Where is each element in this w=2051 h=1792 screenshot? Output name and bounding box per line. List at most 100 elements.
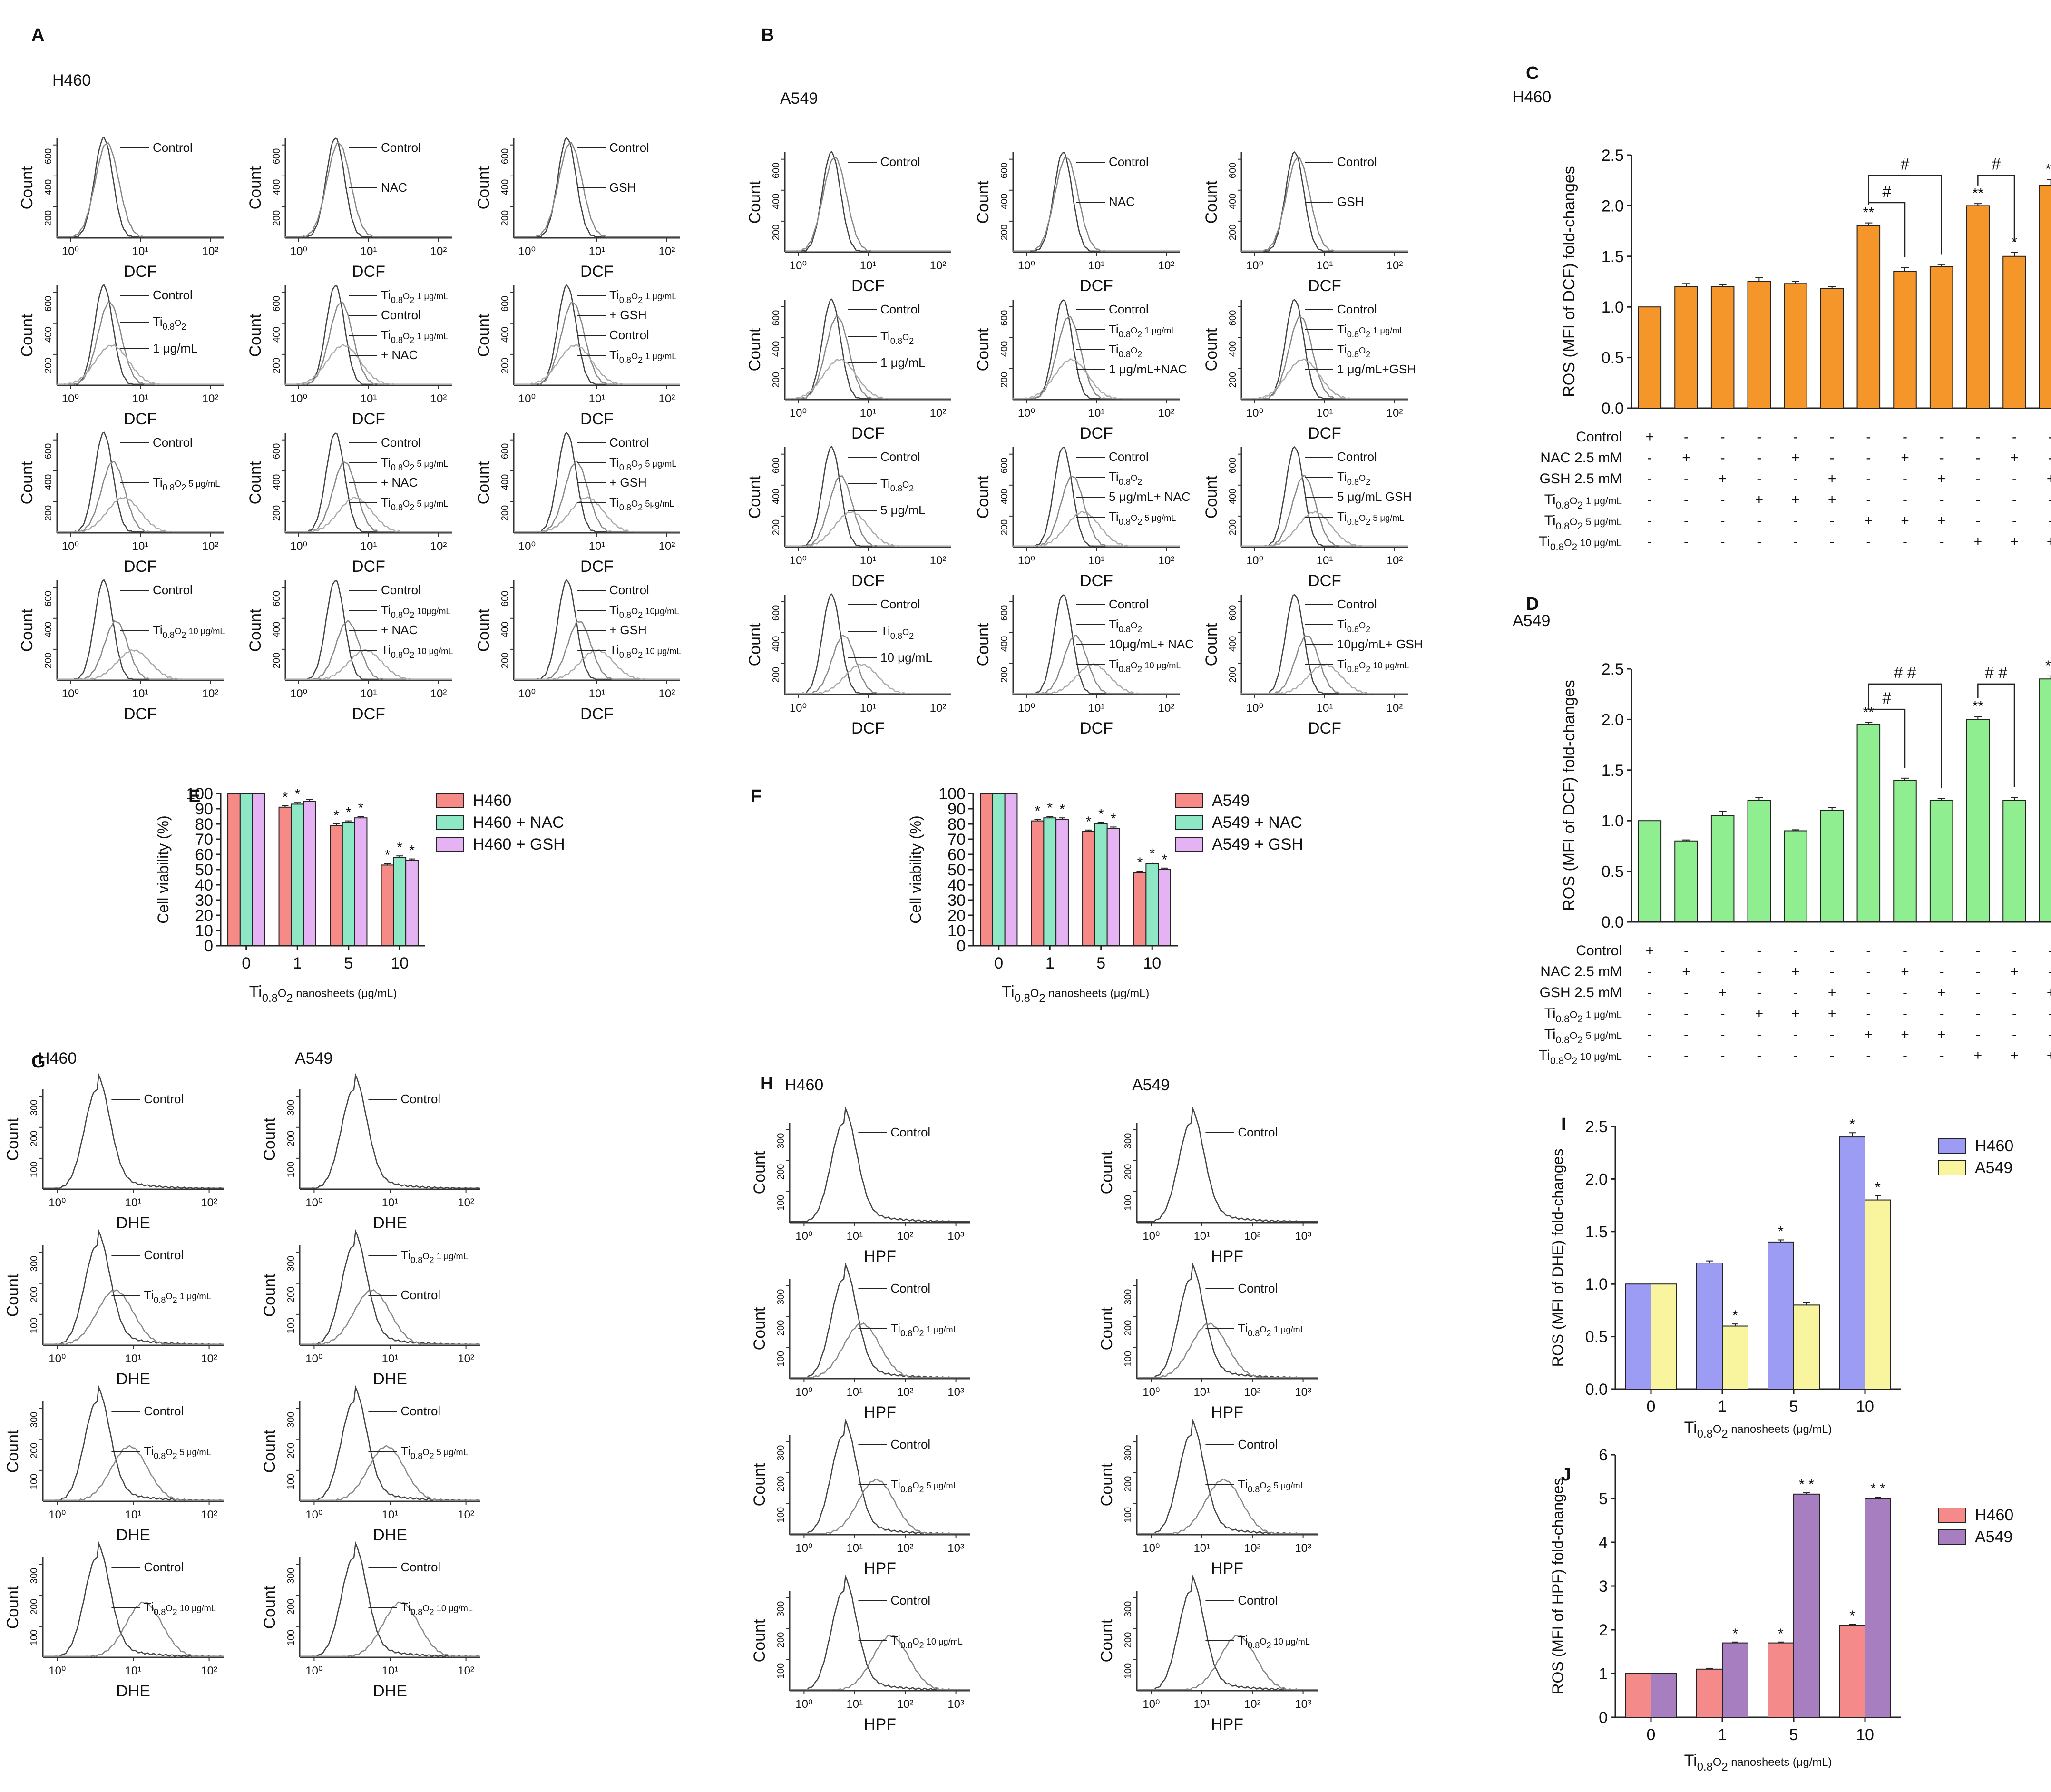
histogram: 100 200 300 10⁰ 10¹ 10² Count DHE Control Ti0.8O2…: [4, 1541, 224, 1700]
curve-label: Ti0.8O2 5 μg/mL: [1109, 509, 1176, 527]
significance-mark: *: [1059, 802, 1065, 817]
treatment-sign: -: [1903, 985, 1907, 1000]
treatment-sign: -: [2012, 492, 2017, 508]
x-tick-label: 10¹: [1317, 259, 1333, 272]
y-tick-label: 400: [43, 179, 54, 195]
x-tick-label: 10²: [1244, 1386, 1261, 1399]
x-tick-label: 10²: [659, 392, 675, 405]
y-axis-label: Count: [974, 180, 992, 224]
text-run: 0.8: [1248, 1329, 1260, 1338]
text-run: 0.8: [1347, 350, 1359, 359]
significance-mark: *: [1778, 1224, 1784, 1239]
x-tick-label: 10⁰: [290, 392, 307, 405]
x-tick-label: 10²: [430, 245, 447, 258]
x-tick-label: 1: [1718, 1726, 1727, 1744]
y-tick-label: 200: [29, 1287, 39, 1302]
curve-label: Control: [1238, 1281, 1278, 1295]
bar: [1747, 281, 1771, 409]
x-tick-label: 10¹: [132, 245, 149, 258]
treatment-label: NAC 2.5 mM: [1540, 450, 1622, 466]
bar: [1031, 820, 1045, 946]
treatment-sign: +: [1937, 1027, 1946, 1042]
treatment-sign: -: [1975, 471, 1980, 487]
text-run: Ti: [1238, 1321, 1248, 1335]
y-tick-label: 100: [29, 1630, 39, 1645]
y-axis-label: Count: [746, 328, 764, 371]
x-tick-label: 10¹: [1193, 1230, 1210, 1243]
x-axis-label: HPF: [864, 1715, 896, 1733]
y-tick-label: 100: [1123, 1507, 1133, 1523]
curve-label: Control: [1238, 1125, 1278, 1139]
y-tick-label: 1.5: [1602, 248, 1624, 266]
curve-label: Control: [1109, 155, 1149, 169]
treatment-sign: +: [1682, 450, 1690, 466]
bar: [252, 793, 265, 946]
treatment-sign: -: [2049, 450, 2051, 466]
bar: [1966, 205, 1990, 409]
text-run: O: [1131, 326, 1137, 335]
x-tick-label: 10⁰: [1143, 1230, 1160, 1243]
legend-label: A549 + GSH: [1212, 835, 1303, 853]
legend-label: H460: [1975, 1506, 2013, 1524]
y-tick-label: 300: [776, 1445, 786, 1461]
significance-mark: *: [346, 805, 352, 821]
curve-label: Control: [1109, 450, 1149, 464]
curve-label: Ti0.8O2: [880, 476, 914, 493]
text-run: O: [631, 459, 638, 469]
y-axis-label: Count: [4, 1117, 22, 1161]
x-tick-label: 10¹: [382, 1352, 399, 1365]
text-run: 2: [638, 295, 643, 305]
y-tick-label: 0.5: [1602, 863, 1624, 881]
curve-label: Ti0.8O2 10 μg/mL: [1238, 1633, 1310, 1650]
y-tick-label: 600: [771, 310, 781, 326]
y-tick-label: 300: [776, 1133, 786, 1149]
text-run: 0.8: [619, 650, 631, 660]
legend-swatch: [1175, 793, 1203, 808]
treatment-sign: -: [1647, 513, 1652, 529]
y-tick-label: 1.5: [1585, 1223, 1608, 1241]
text-run: 0.8: [1119, 350, 1131, 359]
text-run: 1 μg/mL: [1142, 326, 1176, 335]
treatment-sign: +: [2047, 985, 2051, 1000]
y-axis-label: Count: [475, 608, 493, 652]
text-run: 0.8: [1119, 665, 1131, 674]
bar: [1625, 1283, 1651, 1390]
text-run: O: [631, 352, 638, 361]
treatment-label: Ti0.8O2 1 μg/mL: [1544, 1006, 1622, 1025]
text-run: 2: [410, 295, 414, 305]
treatment-sign: -: [1684, 985, 1689, 1000]
histogram-curve: [1013, 156, 1180, 252]
y-tick-label: 200: [286, 1599, 296, 1615]
treatment-sign: -: [2012, 429, 2017, 445]
x-tick-label: 10²: [897, 1386, 914, 1399]
treatment-sign: +: [1719, 985, 1727, 1000]
treatment-label: Ti0.8O2 5 μg/mL: [1544, 513, 1622, 532]
histogram: 200 400 600 10⁰ 10¹ 10² Count DCF Control Ti0.8O2…: [746, 593, 951, 737]
y-tick-label: 400: [771, 489, 781, 504]
y-tick-label: 300: [286, 1412, 296, 1428]
x-tick-label: 10²: [430, 540, 447, 553]
x-tick-label: 10⁰: [1246, 702, 1263, 715]
treatment-sign: -: [1866, 964, 1871, 979]
treatment-sign: +: [1828, 492, 1836, 508]
y-axis-label: Count: [18, 313, 36, 357]
x-tick-label: 10¹: [860, 702, 877, 715]
significance-mark: *: [1149, 846, 1155, 862]
text-run: O: [422, 1252, 429, 1261]
x-tick-label: 10⁰: [795, 1542, 812, 1555]
treatment-sign: -: [2049, 1027, 2051, 1042]
panel-panelG: H460 A549 100 200 300 10⁰ 10¹ 10² Count DHE Contro…: [4, 1049, 480, 1700]
x-tick-label: 10⁰: [62, 540, 79, 553]
x-tick-label: 10²: [201, 1196, 217, 1209]
curve-label: Control: [381, 583, 421, 597]
y-axis-label: Count: [974, 623, 992, 666]
y-tick-label: 200: [999, 372, 1010, 388]
text-run: O: [1564, 1051, 1572, 1062]
x-tick-label: 10²: [458, 1196, 474, 1209]
text-run: 5 μg/mL: [414, 499, 448, 509]
curve-label: Ti0.8O2 5 μg/mL: [400, 1444, 468, 1461]
x-tick-label: 10²: [202, 540, 219, 553]
x-axis-label: HPF: [864, 1247, 896, 1265]
histogram: 100 200 300 10⁰ 10¹ 10² 10³ Count HPF Control Ti0.…: [751, 1418, 970, 1577]
